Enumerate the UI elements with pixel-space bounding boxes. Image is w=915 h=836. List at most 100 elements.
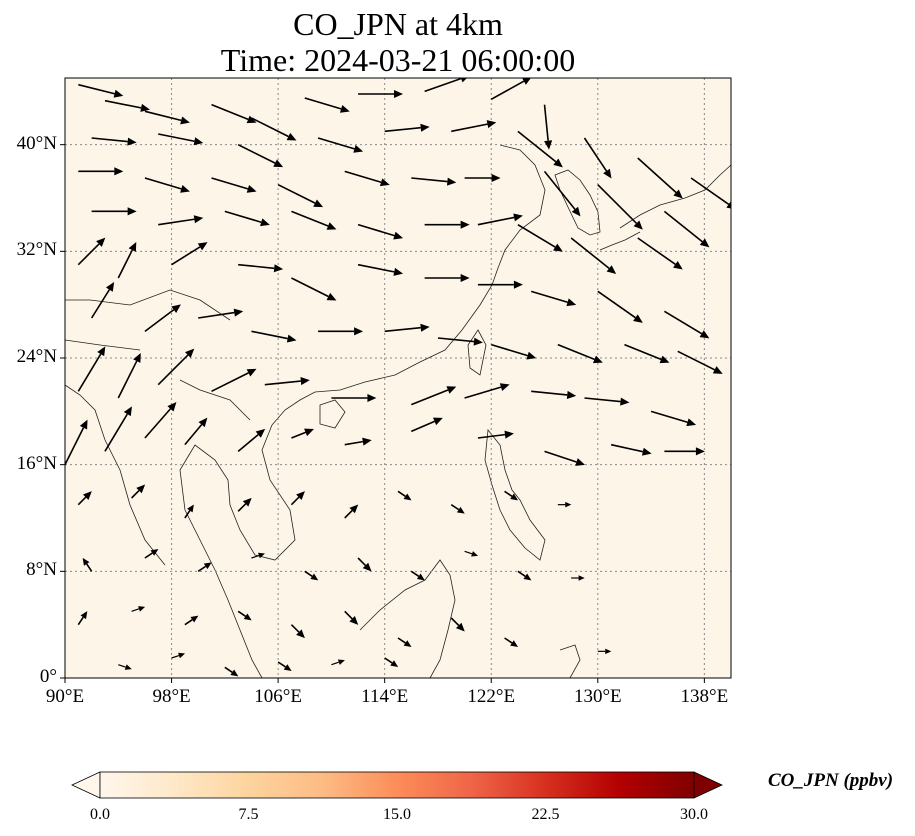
wind-arrow	[290, 491, 305, 506]
wind-arrow	[637, 237, 683, 270]
wind-arrow-shaft	[211, 103, 249, 121]
wind-arrow	[597, 648, 612, 655]
wind-arrow-shaft	[86, 563, 93, 572]
wind-arrow-shaft	[157, 354, 189, 386]
wind-arrow	[224, 210, 270, 227]
wind-arrow	[117, 353, 141, 399]
wind-arrow-head	[97, 346, 106, 357]
wind-arrow-shaft	[198, 311, 235, 319]
wind-arrow-head	[246, 185, 257, 193]
wind-arrow-shaft	[317, 137, 355, 150]
title-line-2: Time: 2024-03-21 06:00:00	[220, 42, 576, 78]
wind-arrow-shaft	[357, 263, 395, 273]
wind-arrow-head	[197, 242, 208, 251]
wind-arrow	[104, 99, 150, 112]
coastlines	[65, 144, 731, 678]
wind-arrow-shaft	[344, 170, 382, 184]
wind-arrow-head	[273, 264, 284, 273]
wind-arrow-shaft	[610, 443, 644, 453]
wind-arrow-shaft	[184, 510, 191, 519]
wind-arrow	[664, 447, 705, 456]
wind-arrow	[211, 368, 257, 393]
wind-arrow-shaft	[264, 380, 301, 386]
map-frame	[64, 77, 732, 679]
wind-arrow-shaft	[637, 157, 677, 194]
wind-arrow-shaft	[543, 170, 576, 210]
wind-arrow-head	[592, 355, 603, 364]
wind-arrow-shaft	[131, 490, 140, 499]
wind-arrow-head	[641, 447, 652, 456]
wind-arrow-shaft	[118, 664, 126, 668]
wind-arrow	[517, 570, 532, 581]
wind-arrow	[211, 103, 257, 124]
wind-arrow	[504, 637, 519, 647]
wind-arrow-head	[565, 501, 572, 508]
wind-arrow-shaft	[597, 184, 638, 224]
wind-arrow	[411, 386, 457, 406]
wind-arrow	[291, 210, 337, 230]
wind-arrow-head	[633, 314, 643, 323]
wind-arrow-head	[198, 417, 208, 428]
wind-arrow	[437, 337, 483, 346]
wind-arrow-shaft	[491, 343, 528, 357]
wind-arrow-shaft	[397, 637, 406, 644]
wind-arrow-shaft	[450, 617, 460, 626]
wind-arrow-shaft	[224, 666, 233, 673]
wind-arrow-shaft	[424, 78, 462, 93]
wind-arrow-head	[486, 120, 497, 129]
wind-arrow-shaft	[144, 552, 153, 559]
wind-arrow	[570, 237, 617, 274]
wind-arrow-head	[257, 552, 265, 559]
wind-arrow-head	[659, 355, 670, 364]
wind-arrow-head	[286, 132, 297, 141]
colorbar-tick-label: 0.0	[90, 806, 110, 823]
lat-tick-label: 8°N	[26, 559, 57, 581]
wind-arrow-head	[230, 669, 239, 677]
wind-arrow-head	[136, 484, 146, 494]
wind-arrow	[610, 443, 652, 456]
lat-tick-label: 16°N	[16, 452, 57, 474]
wind-arrow-head	[304, 428, 314, 437]
wind-arrow-head	[432, 417, 443, 426]
wind-arrow-head	[513, 213, 523, 222]
wind-arrow	[197, 562, 212, 572]
wind-arrow-head	[523, 573, 532, 581]
wind-arrow-head	[337, 659, 345, 665]
wind-arrow	[410, 570, 425, 581]
wind-arrow-head	[606, 265, 617, 274]
wind-arrow-head	[394, 89, 404, 99]
wind-arrow	[117, 242, 137, 279]
wind-arrow-shaft	[557, 343, 595, 361]
wind-arrow-head	[187, 504, 194, 513]
wind-arrow	[597, 184, 643, 230]
lon-tick-label: 98°E	[152, 686, 191, 707]
wind-arrow-head	[420, 123, 430, 132]
wind-arrow-shaft	[477, 216, 515, 226]
wind-arrow	[637, 157, 683, 199]
wind-arrow-head	[273, 159, 284, 168]
wind-arrow-head	[460, 220, 470, 229]
wind-arrow	[277, 661, 292, 671]
title-line-1: CO_JPN at 4km	[293, 6, 503, 42]
wind-arrow-shaft	[158, 218, 195, 226]
wind-arrow	[690, 177, 731, 209]
wind-arrow-shaft	[251, 330, 288, 340]
wind-arrow	[317, 137, 364, 153]
wind-arrow	[91, 137, 137, 146]
wind-arrow	[663, 210, 710, 248]
wind-arrow-shaft	[583, 137, 608, 172]
wind-arrow	[211, 177, 257, 193]
wind-arrow-shaft	[144, 177, 182, 190]
wind-arrow-shaft	[357, 223, 395, 237]
wind-arrow-shaft	[290, 624, 300, 633]
wind-arrow	[411, 177, 457, 186]
wind-arrow	[331, 393, 377, 403]
wind-arrow-shaft	[517, 570, 526, 577]
lon-tick-label: 90°E	[45, 686, 85, 707]
wind-arrow-head	[300, 377, 310, 386]
wind-arrow-shaft	[77, 616, 84, 626]
wind-arrow-shaft	[171, 246, 201, 266]
wind-arrow	[304, 97, 350, 113]
wind-arrow	[144, 402, 177, 439]
wind-arrow	[304, 570, 319, 581]
